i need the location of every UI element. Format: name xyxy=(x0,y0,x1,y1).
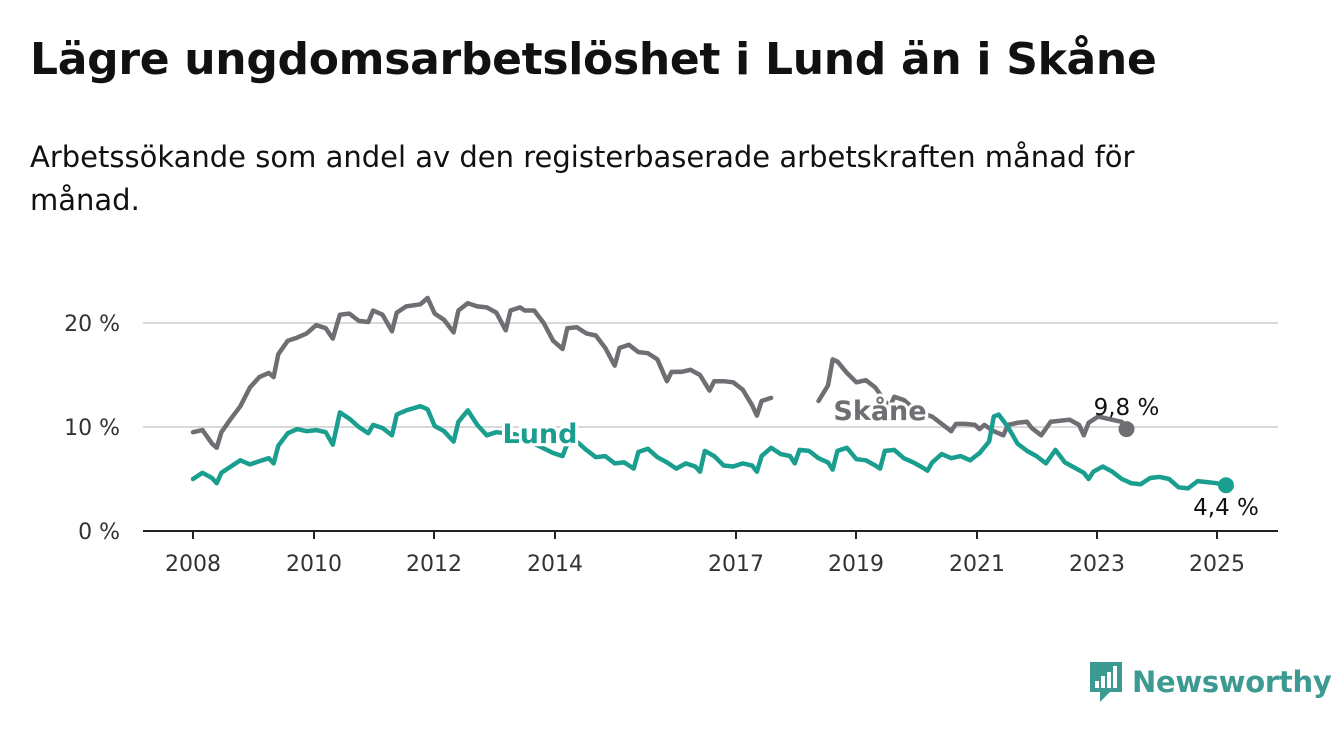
y-tick-label: 10 % xyxy=(64,416,120,441)
series-end-value-label: 9,8 % xyxy=(1094,395,1160,421)
series-labels: 9,8 % Skåne 4,4 % Lund xyxy=(500,392,1259,521)
x-tick-label: 2023 xyxy=(1069,552,1125,577)
series-line-skåne xyxy=(190,295,1129,451)
series-end-marker xyxy=(1118,421,1135,438)
chart-title: Lägre ungdomsarbetslöshet i Lund än i Sk… xyxy=(30,34,1157,85)
y-tick-label: 0 % xyxy=(78,520,120,545)
series-line-lund xyxy=(190,403,1229,491)
chart-subtitle: Arbetssökande som andel av den registerb… xyxy=(30,140,1135,217)
x-tick-label: 2021 xyxy=(949,552,1005,577)
x-tick-label: 2014 xyxy=(527,552,583,577)
x-tick-label: 2010 xyxy=(286,552,342,577)
y-tick-label: 20 % xyxy=(64,312,120,337)
newsworthy-logo-icon xyxy=(1090,662,1122,702)
series-name-label: Lund xyxy=(503,419,578,450)
y-axis-ticks: 0 % 10 % 20 % xyxy=(64,312,120,545)
x-axis: 2008 2010 2012 2014 2017 2019 2021 2023 2025 xyxy=(143,530,1278,577)
brand-name: Newsworthy xyxy=(1132,665,1332,699)
x-tick-label: 2017 xyxy=(708,552,764,577)
series-name-label: Skåne xyxy=(833,395,926,427)
x-tick-label: 2025 xyxy=(1189,552,1245,577)
x-tick-label: 2012 xyxy=(406,552,462,577)
brand-logo: Newsworthy xyxy=(1088,660,1332,704)
series-layer xyxy=(190,295,1234,494)
x-tick-label: 2019 xyxy=(828,552,884,577)
series-end-marker xyxy=(1218,477,1234,494)
series-end-value-label: 4,4 % xyxy=(1193,495,1259,521)
x-tick-label: 2008 xyxy=(165,552,221,577)
